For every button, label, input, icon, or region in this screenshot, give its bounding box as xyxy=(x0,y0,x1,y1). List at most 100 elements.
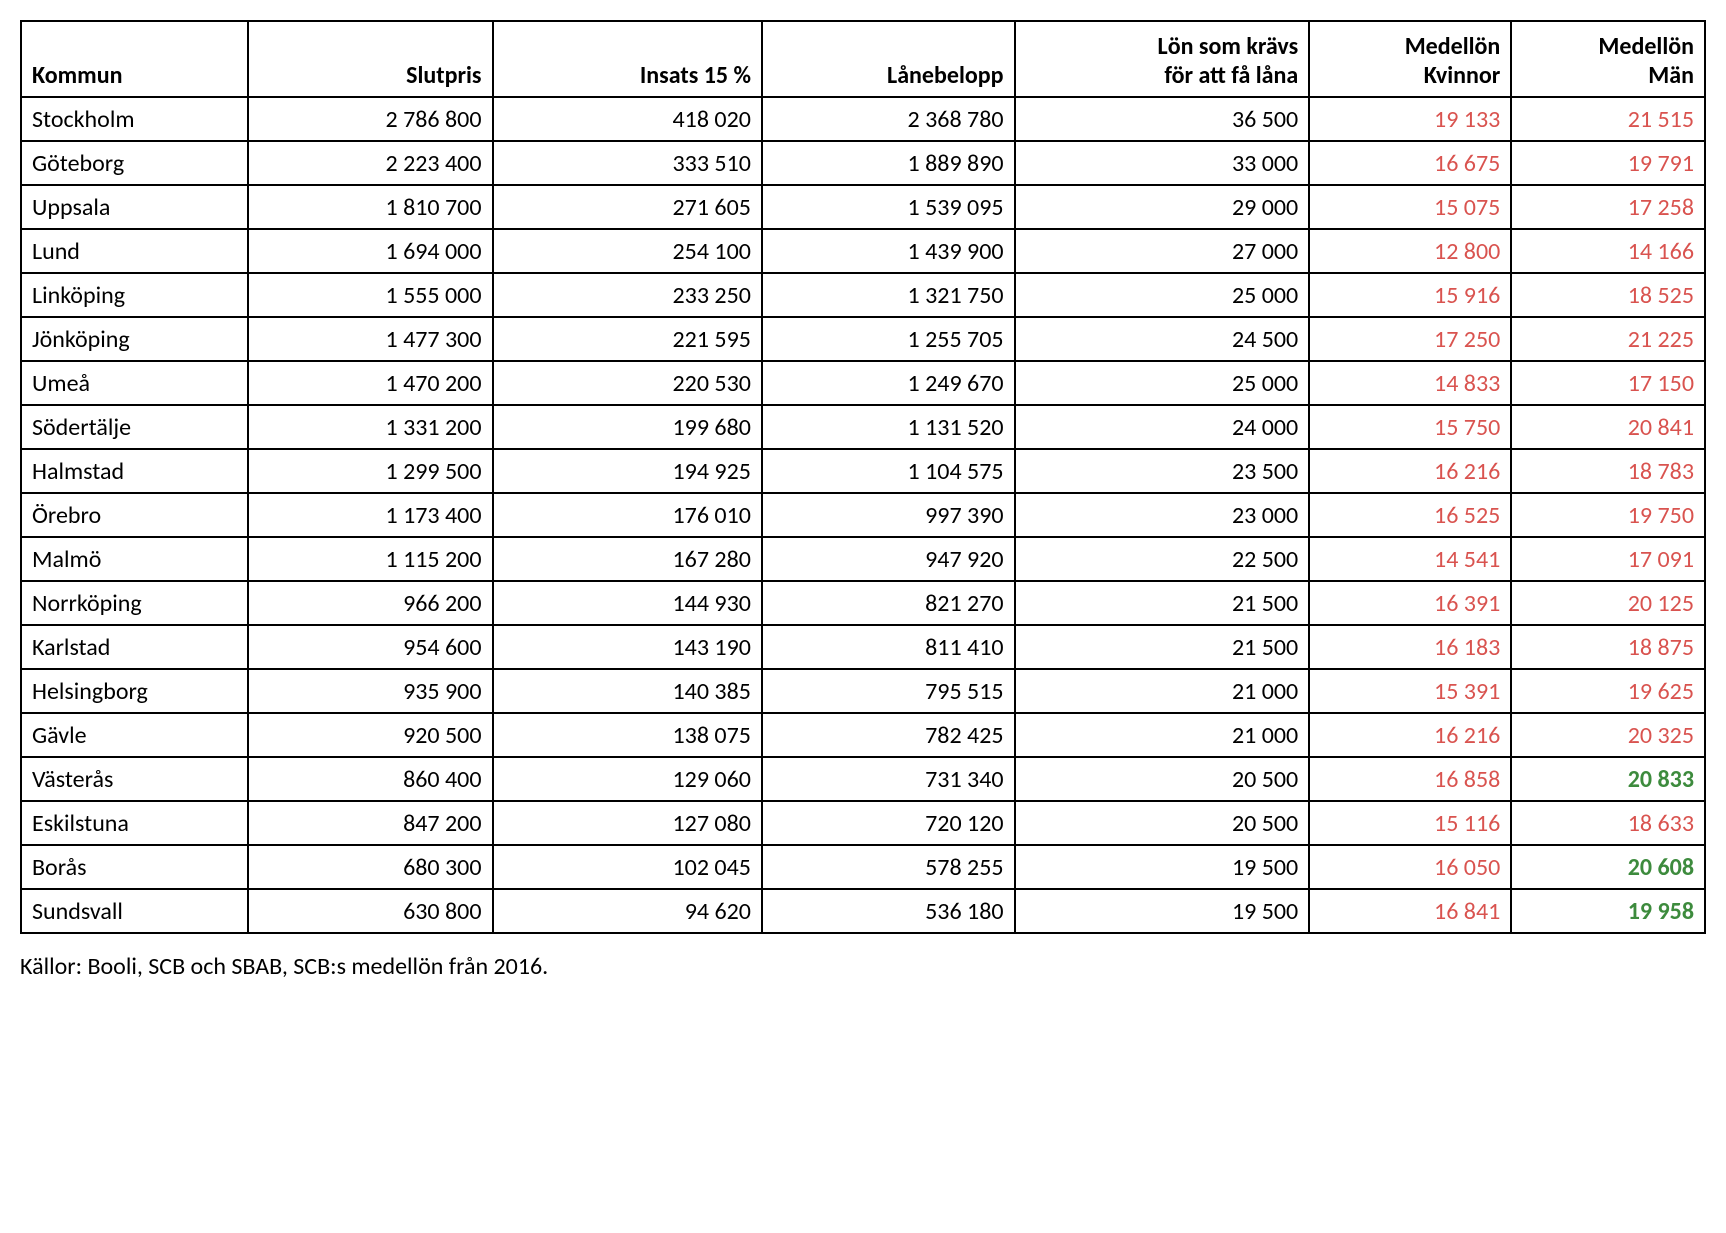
cell-medellon_man: 20 125 xyxy=(1511,581,1705,625)
cell-slutpris: 2 786 800 xyxy=(248,97,492,141)
cell-slutpris: 1 694 000 xyxy=(248,229,492,273)
cell-lon_kravs: 21 500 xyxy=(1015,581,1310,625)
cell-insats: 176 010 xyxy=(493,493,762,537)
housing-table: KommunSlutprisInsats 15 %LånebeloppLön s… xyxy=(20,20,1706,934)
cell-lanebelopp: 1 104 575 xyxy=(762,449,1015,493)
cell-medellon_man: 21 515 xyxy=(1511,97,1705,141)
cell-kommun: Helsingborg xyxy=(21,669,248,713)
cell-insats: 220 530 xyxy=(493,361,762,405)
table-row: Norrköping966 200144 930821 27021 50016 … xyxy=(21,581,1705,625)
cell-slutpris: 1 810 700 xyxy=(248,185,492,229)
cell-kommun: Karlstad xyxy=(21,625,248,669)
table-row: Göteborg2 223 400333 5101 889 89033 0001… xyxy=(21,141,1705,185)
cell-lon_kravs: 23 000 xyxy=(1015,493,1310,537)
cell-medellon_kvinnor: 14 833 xyxy=(1309,361,1511,405)
cell-insats: 127 080 xyxy=(493,801,762,845)
cell-kommun: Sundsvall xyxy=(21,889,248,933)
cell-medellon_man: 19 958 xyxy=(1511,889,1705,933)
cell-lon_kravs: 21 500 xyxy=(1015,625,1310,669)
cell-kommun: Jönköping xyxy=(21,317,248,361)
cell-lon_kravs: 23 500 xyxy=(1015,449,1310,493)
cell-medellon_kvinnor: 15 391 xyxy=(1309,669,1511,713)
table-row: Eskilstuna847 200127 080720 12020 50015 … xyxy=(21,801,1705,845)
cell-insats: 254 100 xyxy=(493,229,762,273)
cell-kommun: Linköping xyxy=(21,273,248,317)
cell-medellon_kvinnor: 16 183 xyxy=(1309,625,1511,669)
cell-medellon_kvinnor: 15 750 xyxy=(1309,405,1511,449)
cell-kommun: Eskilstuna xyxy=(21,801,248,845)
table-row: Södertälje1 331 200199 6801 131 52024 00… xyxy=(21,405,1705,449)
cell-medellon_kvinnor: 16 525 xyxy=(1309,493,1511,537)
cell-slutpris: 935 900 xyxy=(248,669,492,713)
cell-medellon_man: 19 625 xyxy=(1511,669,1705,713)
cell-slutpris: 1 470 200 xyxy=(248,361,492,405)
table-row: Stockholm2 786 800418 0202 368 78036 500… xyxy=(21,97,1705,141)
table-row: Halmstad1 299 500194 9251 104 57523 5001… xyxy=(21,449,1705,493)
cell-medellon_kvinnor: 14 541 xyxy=(1309,537,1511,581)
cell-insats: 167 280 xyxy=(493,537,762,581)
cell-lon_kravs: 25 000 xyxy=(1015,361,1310,405)
cell-medellon_kvinnor: 16 216 xyxy=(1309,449,1511,493)
cell-insats: 102 045 xyxy=(493,845,762,889)
cell-lanebelopp: 947 920 xyxy=(762,537,1015,581)
cell-lon_kravs: 21 000 xyxy=(1015,669,1310,713)
cell-medellon_man: 19 750 xyxy=(1511,493,1705,537)
table-row: Örebro1 173 400176 010997 39023 00016 52… xyxy=(21,493,1705,537)
cell-lanebelopp: 782 425 xyxy=(762,713,1015,757)
cell-medellon_kvinnor: 16 391 xyxy=(1309,581,1511,625)
table-header-row: KommunSlutprisInsats 15 %LånebeloppLön s… xyxy=(21,21,1705,97)
cell-lanebelopp: 1 539 095 xyxy=(762,185,1015,229)
cell-lanebelopp: 997 390 xyxy=(762,493,1015,537)
source-text: Källor: Booli, SCB och SBAB, SCB:s medel… xyxy=(20,952,1706,981)
cell-lon_kravs: 20 500 xyxy=(1015,801,1310,845)
cell-medellon_kvinnor: 16 050 xyxy=(1309,845,1511,889)
cell-medellon_man: 21 225 xyxy=(1511,317,1705,361)
cell-medellon_kvinnor: 16 216 xyxy=(1309,713,1511,757)
cell-lanebelopp: 1 321 750 xyxy=(762,273,1015,317)
cell-insats: 143 190 xyxy=(493,625,762,669)
cell-slutpris: 966 200 xyxy=(248,581,492,625)
cell-lanebelopp: 578 255 xyxy=(762,845,1015,889)
table-row: Helsingborg935 900140 385795 51521 00015… xyxy=(21,669,1705,713)
cell-medellon_man: 17 091 xyxy=(1511,537,1705,581)
cell-lon_kravs: 20 500 xyxy=(1015,757,1310,801)
cell-lon_kravs: 36 500 xyxy=(1015,97,1310,141)
cell-lanebelopp: 720 120 xyxy=(762,801,1015,845)
cell-lanebelopp: 795 515 xyxy=(762,669,1015,713)
col-header-insats: Insats 15 % xyxy=(493,21,762,97)
col-header-slutpris: Slutpris xyxy=(248,21,492,97)
cell-slutpris: 920 500 xyxy=(248,713,492,757)
cell-insats: 271 605 xyxy=(493,185,762,229)
cell-lon_kravs: 19 500 xyxy=(1015,889,1310,933)
col-header-kommun: Kommun xyxy=(21,21,248,97)
cell-lon_kravs: 29 000 xyxy=(1015,185,1310,229)
cell-lanebelopp: 1 439 900 xyxy=(762,229,1015,273)
cell-medellon_kvinnor: 16 858 xyxy=(1309,757,1511,801)
cell-medellon_man: 14 166 xyxy=(1511,229,1705,273)
cell-medellon_man: 18 633 xyxy=(1511,801,1705,845)
cell-medellon_kvinnor: 15 916 xyxy=(1309,273,1511,317)
cell-medellon_man: 20 833 xyxy=(1511,757,1705,801)
cell-insats: 144 930 xyxy=(493,581,762,625)
cell-medellon_man: 18 525 xyxy=(1511,273,1705,317)
cell-medellon_man: 20 608 xyxy=(1511,845,1705,889)
cell-lanebelopp: 821 270 xyxy=(762,581,1015,625)
cell-lanebelopp: 536 180 xyxy=(762,889,1015,933)
cell-lanebelopp: 1 255 705 xyxy=(762,317,1015,361)
cell-kommun: Borås xyxy=(21,845,248,889)
col-header-lanebelopp: Lånebelopp xyxy=(762,21,1015,97)
cell-lanebelopp: 1 249 670 xyxy=(762,361,1015,405)
cell-lanebelopp: 1 131 520 xyxy=(762,405,1015,449)
cell-slutpris: 1 299 500 xyxy=(248,449,492,493)
cell-medellon_kvinnor: 15 075 xyxy=(1309,185,1511,229)
cell-medellon_man: 19 791 xyxy=(1511,141,1705,185)
cell-medellon_kvinnor: 12 800 xyxy=(1309,229,1511,273)
cell-medellon_man: 20 325 xyxy=(1511,713,1705,757)
cell-medellon_man: 20 841 xyxy=(1511,405,1705,449)
cell-kommun: Halmstad xyxy=(21,449,248,493)
cell-medellon_man: 18 783 xyxy=(1511,449,1705,493)
cell-insats: 140 385 xyxy=(493,669,762,713)
cell-medellon_kvinnor: 17 250 xyxy=(1309,317,1511,361)
cell-insats: 194 925 xyxy=(493,449,762,493)
cell-medellon_kvinnor: 15 116 xyxy=(1309,801,1511,845)
